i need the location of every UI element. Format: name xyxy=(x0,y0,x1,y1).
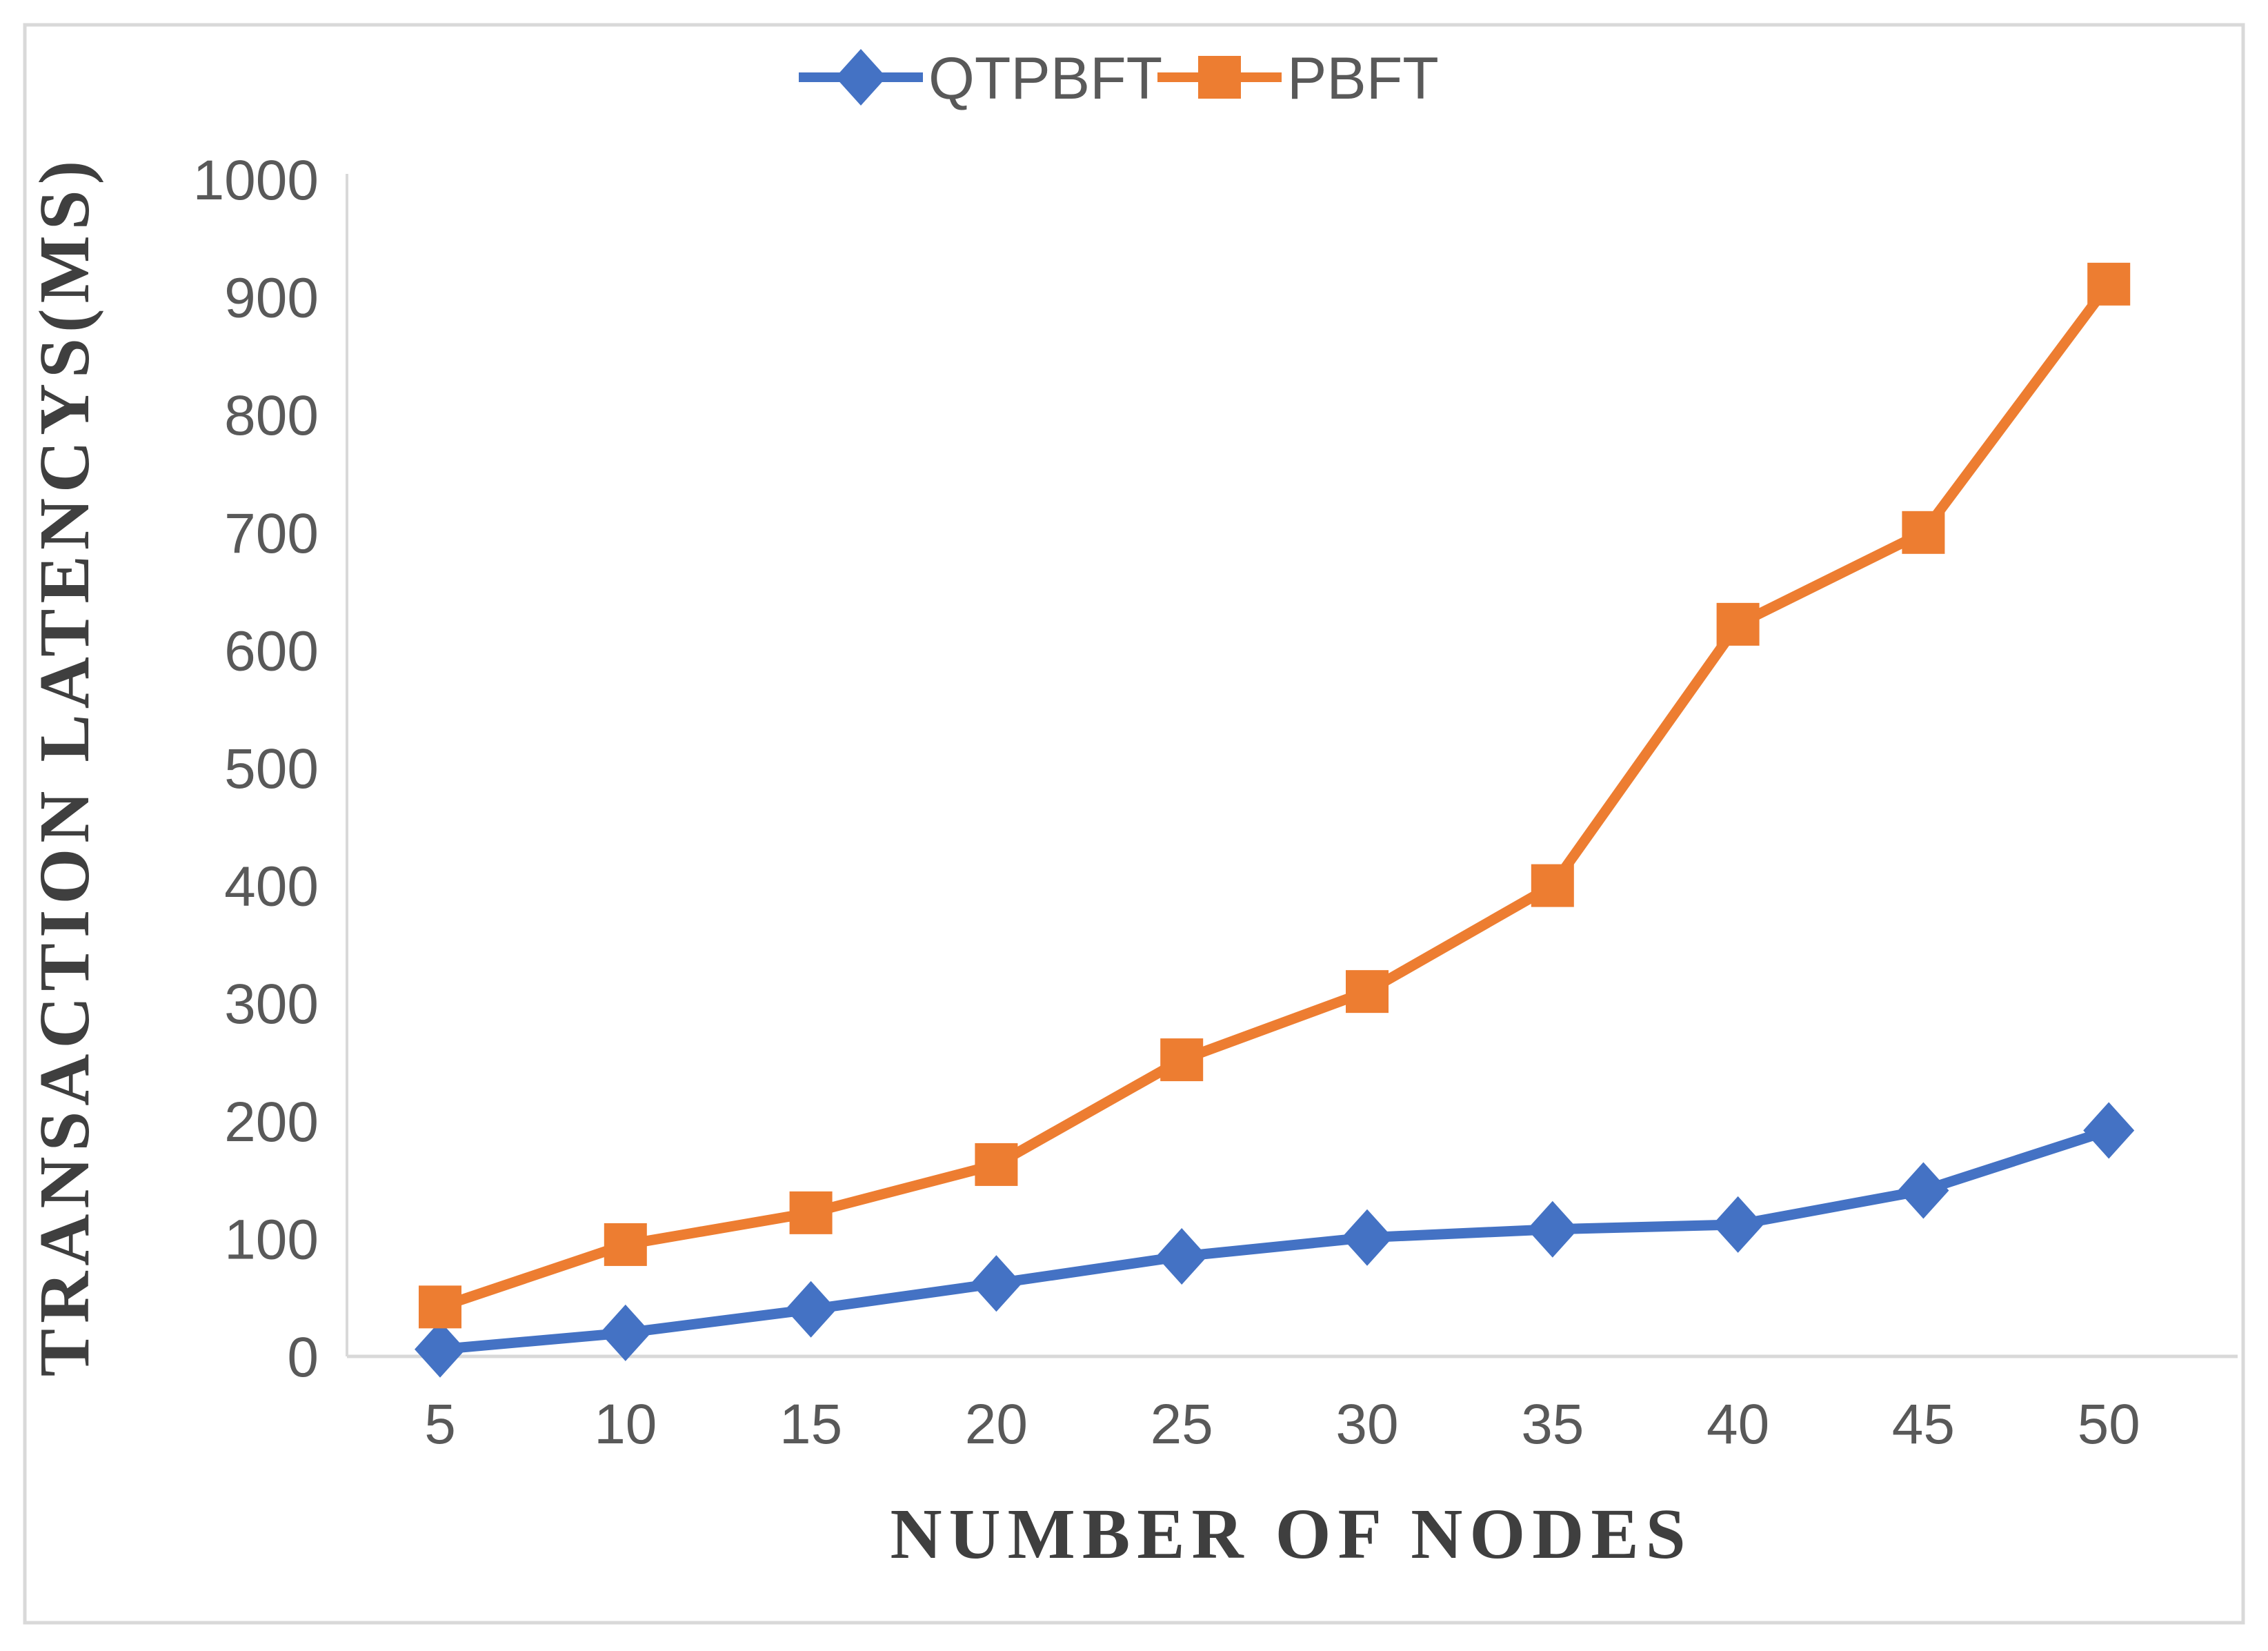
x-axis-title: NUMBER OF NODES xyxy=(890,1494,1692,1574)
data-point-qtpbft xyxy=(1526,1200,1578,1258)
x-tick-label: 15 xyxy=(779,1393,842,1456)
y-tick-label: 800 xyxy=(224,384,319,447)
data-point-qtpbft xyxy=(1898,1162,1949,1219)
data-point-pbft xyxy=(789,1191,833,1234)
y-tick-label: 600 xyxy=(224,620,319,682)
data-point-pbft xyxy=(975,1143,1018,1186)
legend-diamond-icon xyxy=(835,49,886,106)
y-tick-label: 500 xyxy=(224,738,319,800)
data-point-pbft xyxy=(419,1285,461,1329)
y-tick-label: 900 xyxy=(224,267,319,330)
x-tick-label: 5 xyxy=(424,1393,456,1456)
data-point-qtpbft xyxy=(785,1281,837,1338)
data-point-qtpbft xyxy=(1712,1196,1764,1253)
x-tick-label: 50 xyxy=(2078,1393,2140,1456)
legend-label-qtpbft: QTPBFT xyxy=(928,46,1162,112)
x-tick-label: 45 xyxy=(1892,1393,1955,1456)
data-point-qtpbft xyxy=(415,1321,466,1378)
legend-item-pbft: PBFT xyxy=(1157,46,1439,112)
y-tick-label: 1000 xyxy=(193,149,319,212)
data-point-pbft xyxy=(1531,864,1574,907)
data-point-pbft xyxy=(1902,511,1945,554)
data-point-pbft xyxy=(1716,602,1760,646)
data-point-pbft xyxy=(1160,1038,1204,1082)
x-tick-label: 30 xyxy=(1335,1393,1398,1456)
legend: QTPBFT PBFT xyxy=(799,46,1439,112)
data-point-qtpbft xyxy=(2083,1102,2135,1159)
legend-square-icon xyxy=(1198,56,1241,99)
y-tick-label: 700 xyxy=(224,502,319,565)
legend-label-pbft: PBFT xyxy=(1287,46,1439,112)
x-tick-label: 20 xyxy=(965,1393,1028,1456)
series-line-pbft xyxy=(438,281,2113,1312)
x-tick-label: 10 xyxy=(594,1393,657,1456)
x-tick-label: 35 xyxy=(1521,1393,1584,1456)
y-tick-label: 100 xyxy=(224,1208,319,1271)
data-point-pbft xyxy=(2087,262,2131,306)
y-tick-label: 200 xyxy=(224,1091,319,1154)
data-point-qtpbft xyxy=(1342,1209,1393,1266)
data-point-qtpbft xyxy=(599,1304,651,1361)
data-point-pbft xyxy=(1346,970,1389,1014)
y-tick-label: 300 xyxy=(224,973,319,1036)
data-point-qtpbft xyxy=(971,1255,1022,1312)
y-tick-label: 400 xyxy=(224,856,319,918)
x-tick-label: 25 xyxy=(1151,1393,1213,1456)
data-point-qtpbft xyxy=(1156,1227,1208,1285)
y-axis-title: TRANSACTION LATENCYS(MS) xyxy=(25,155,104,1376)
series-line-qtpbft xyxy=(439,1125,2111,1355)
legend-item-qtpbft: QTPBFT xyxy=(799,46,1162,112)
y-tick-label: 0 xyxy=(287,1326,319,1389)
figure-border xyxy=(23,23,2245,1625)
x-tick-label: 40 xyxy=(1707,1393,1769,1456)
data-point-pbft xyxy=(604,1223,647,1266)
